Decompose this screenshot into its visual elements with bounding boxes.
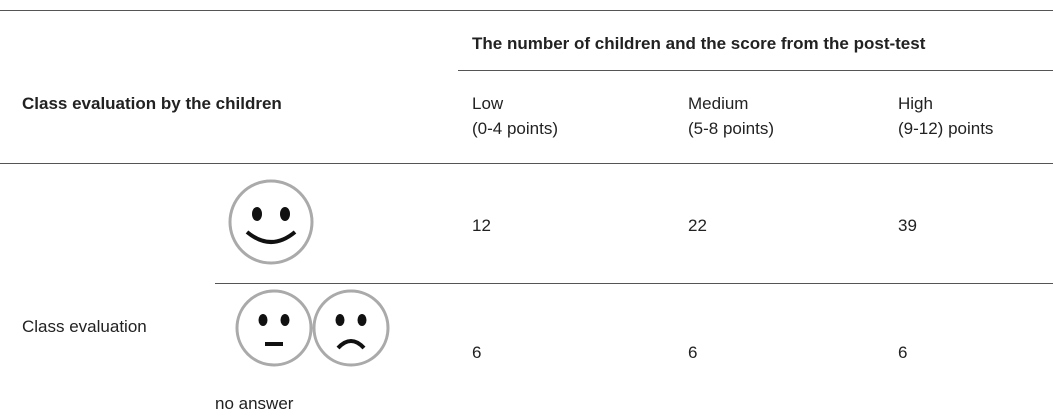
neutral-face: [235, 289, 313, 367]
row-header: Class evaluation by the children: [22, 94, 282, 113]
happy-face: [228, 179, 314, 265]
col-name: Medium: [688, 94, 749, 113]
col-name: Low: [472, 94, 504, 113]
cell: 39: [898, 216, 917, 235]
cell: 6: [472, 343, 482, 362]
rule-header: [0, 163, 1053, 164]
col-range: (9-12) points: [898, 119, 994, 138]
sad-face: [312, 289, 390, 367]
cell: 6: [898, 343, 908, 362]
rule-span: [458, 70, 1053, 71]
group-label: Class evaluation: [22, 317, 147, 336]
rule-row: [215, 283, 1053, 284]
col-range: (0-4 points): [472, 119, 558, 138]
cell: 6: [688, 343, 698, 362]
col-name: High: [898, 94, 933, 113]
col-range: (5-8 points): [688, 119, 774, 138]
rule-top: [0, 10, 1053, 11]
cell: 12: [472, 216, 491, 235]
cell: 22: [688, 216, 707, 235]
note: no answer: [215, 394, 294, 413]
spanning-header: The number of children and the score fro…: [472, 34, 926, 53]
